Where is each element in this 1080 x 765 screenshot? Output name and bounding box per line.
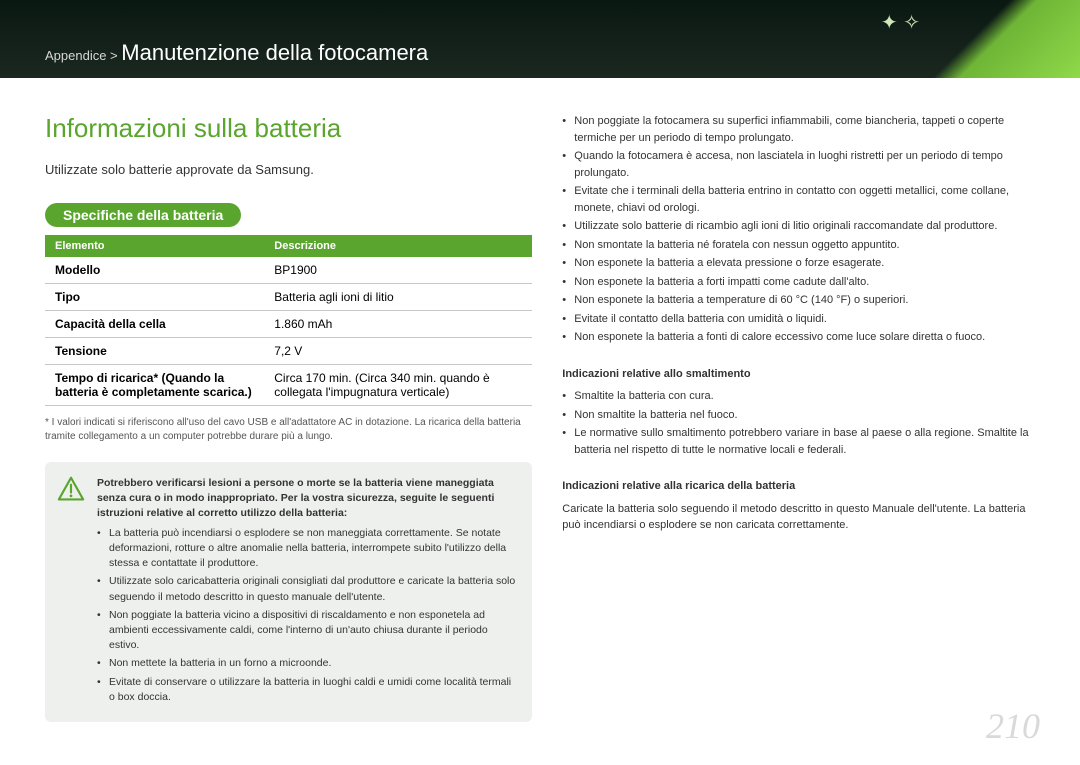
list-item: Non mettete la batteria in un forno a mi… bbox=[97, 656, 516, 671]
spec-key: Tensione bbox=[45, 338, 264, 365]
page-body: Informazioni sulla batteria Utilizzate s… bbox=[0, 78, 1080, 722]
list-item: Utilizzate solo batterie di ricambio agl… bbox=[562, 218, 1040, 235]
list-item: Non esponete la batteria a temperature d… bbox=[562, 292, 1040, 309]
list-item: Non poggiate la fotocamera su superfici … bbox=[562, 113, 1040, 146]
list-item: Evitate che i terminali della batteria e… bbox=[562, 183, 1040, 216]
spec-key: Modello bbox=[45, 257, 264, 284]
warning-list: La batteria può incendiarsi o esplodere … bbox=[97, 526, 516, 705]
list-item: La batteria può incendiarsi o esplodere … bbox=[97, 526, 516, 572]
warning-lead: Potrebbero verificarsi lesioni a persone… bbox=[97, 476, 516, 522]
disposal-heading: Indicazioni relative allo smaltimento bbox=[562, 366, 1040, 383]
list-item: Non esponete la batteria a fonti di calo… bbox=[562, 329, 1040, 346]
disposal-list: Smaltite la batteria con cura. Non smalt… bbox=[562, 388, 1040, 458]
right-column: Non poggiate la fotocamera su superfici … bbox=[562, 113, 1040, 722]
list-item: Quando la fotocamera è accesa, non lasci… bbox=[562, 148, 1040, 181]
continuation-list: Non poggiate la fotocamera su superfici … bbox=[562, 113, 1040, 346]
charge-text: Caricate la batteria solo seguendo il me… bbox=[562, 501, 1040, 534]
table-row: Capacità della cella1.860 mAh bbox=[45, 311, 532, 338]
list-item: Non poggiate la batteria vicino a dispos… bbox=[97, 608, 516, 654]
table-header-element: Elemento bbox=[45, 235, 264, 257]
spec-value: 7,2 V bbox=[264, 338, 532, 365]
decor-sparkle: ✦ ✧ bbox=[881, 10, 920, 35]
breadcrumb-main: Manutenzione della fotocamera bbox=[121, 40, 428, 65]
table-header-description: Descrizione bbox=[264, 235, 532, 257]
spec-value: BP1900 bbox=[264, 257, 532, 284]
list-item: Non esponete la batteria a elevata press… bbox=[562, 255, 1040, 272]
spec-table: Elemento Descrizione ModelloBP1900 TipoB… bbox=[45, 235, 532, 406]
charge-heading: Indicazioni relative alla ricarica della… bbox=[562, 478, 1040, 495]
table-footnote: * I valori indicati si riferiscono all'u… bbox=[45, 416, 532, 444]
spec-value: Batteria agli ioni di litio bbox=[264, 284, 532, 311]
list-item: Non esponete la batteria a forti impatti… bbox=[562, 274, 1040, 291]
spec-key: Tipo bbox=[45, 284, 264, 311]
spec-key: Capacità della cella bbox=[45, 311, 264, 338]
list-item: Evitate di conservare o utilizzare la ba… bbox=[97, 675, 516, 705]
list-item: Utilizzate solo caricabatteria originali… bbox=[97, 574, 516, 604]
breadcrumb-prefix: Appendice > bbox=[45, 48, 121, 63]
subsection-pill: Specifiche della batteria bbox=[45, 203, 241, 227]
list-item: Smaltite la batteria con cura. bbox=[562, 388, 1040, 405]
table-row: ModelloBP1900 bbox=[45, 257, 532, 284]
page-number: 210 bbox=[986, 705, 1040, 747]
list-item: Non smaltite la batteria nel fuoco. bbox=[562, 407, 1040, 424]
warning-icon bbox=[57, 476, 85, 502]
spec-value: Circa 170 min. (Circa 340 min. quando è … bbox=[264, 365, 532, 406]
spec-key: Tempo di ricarica* (Quando la batteria è… bbox=[45, 365, 264, 406]
left-column: Informazioni sulla batteria Utilizzate s… bbox=[45, 113, 532, 722]
list-item: Evitate il contatto della batteria con u… bbox=[562, 311, 1040, 328]
table-row: TipoBatteria agli ioni di litio bbox=[45, 284, 532, 311]
page-header: ✦ ✧ Appendice > Manutenzione della fotoc… bbox=[0, 0, 1080, 78]
warning-box: Potrebbero verificarsi lesioni a persone… bbox=[45, 462, 532, 722]
list-item: Le normative sullo smaltimento potrebber… bbox=[562, 425, 1040, 458]
spec-value: 1.860 mAh bbox=[264, 311, 532, 338]
table-row: Tempo di ricarica* (Quando la batteria è… bbox=[45, 365, 532, 406]
list-item: Non smontate la batteria né foratela con… bbox=[562, 237, 1040, 254]
intro-text: Utilizzate solo batterie approvate da Sa… bbox=[45, 162, 532, 177]
section-title: Informazioni sulla batteria bbox=[45, 113, 532, 144]
table-row: Tensione7,2 V bbox=[45, 338, 532, 365]
